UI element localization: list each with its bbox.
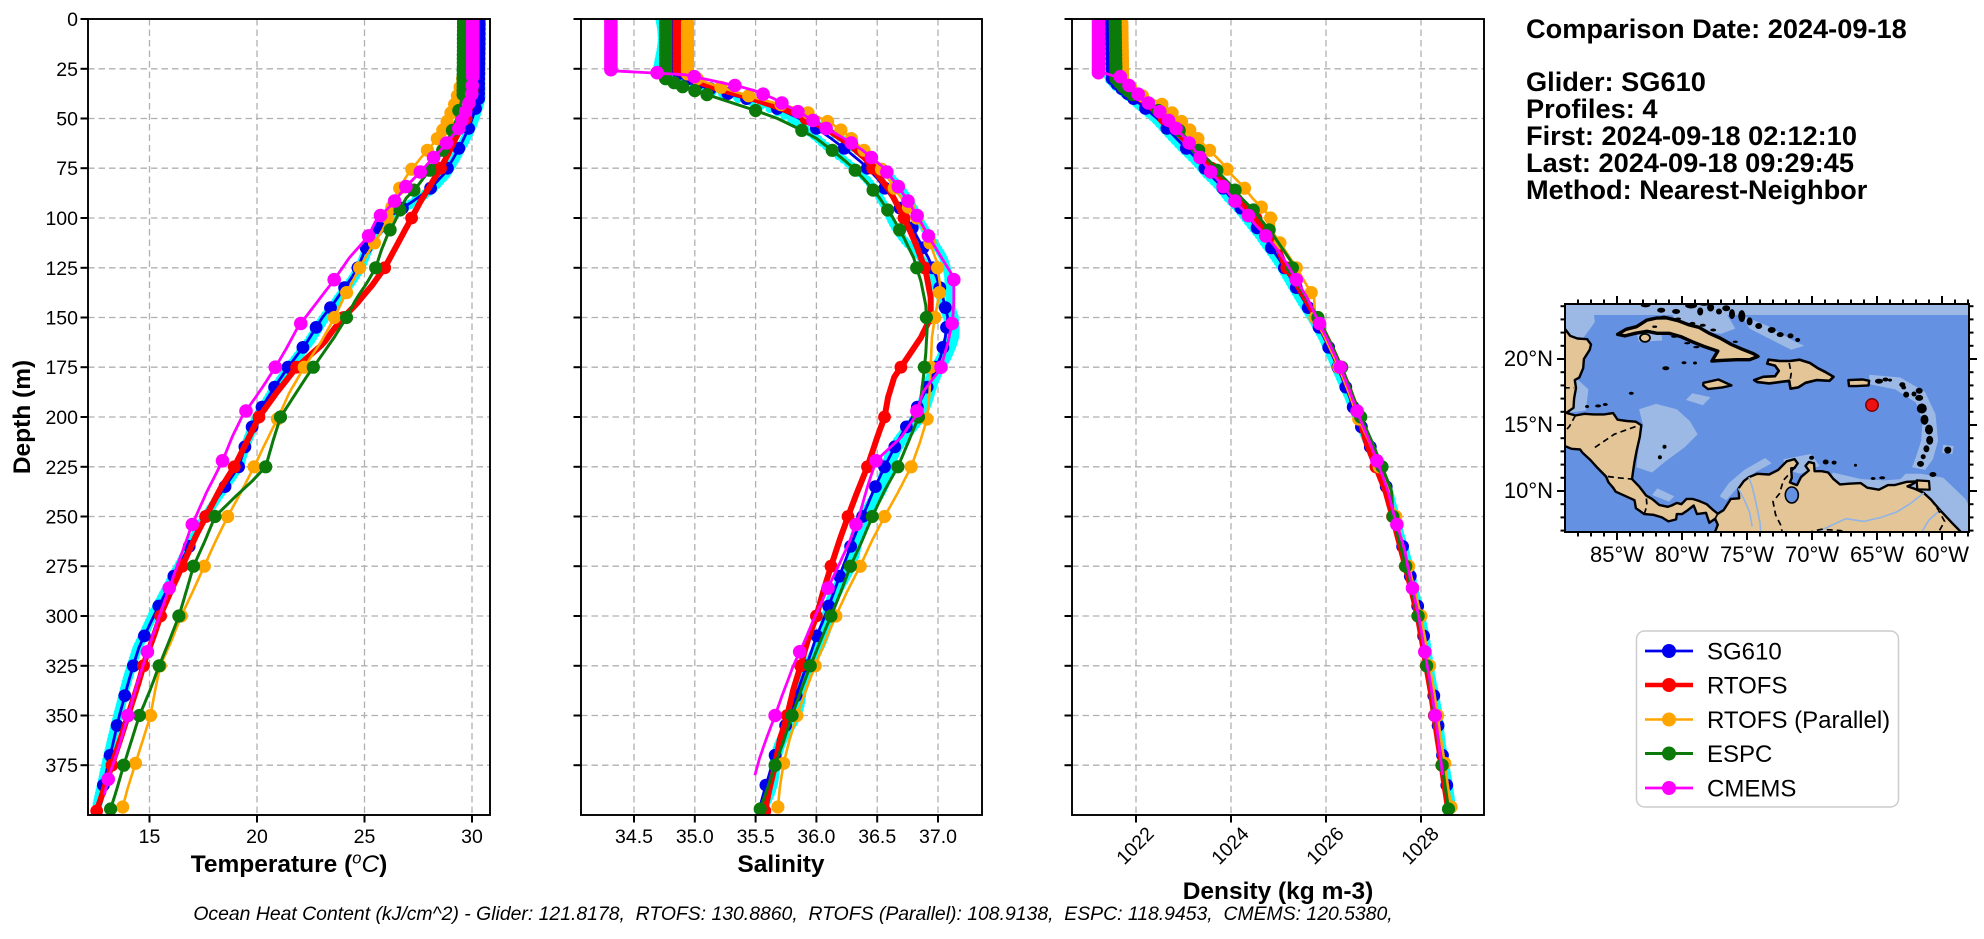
svg-text:100: 100 (45, 208, 78, 230)
svg-text:25: 25 (56, 59, 78, 81)
svg-text:300: 300 (45, 606, 78, 628)
svg-text:CMEMS: CMEMS (1707, 776, 1796, 803)
svg-text:50: 50 (56, 109, 78, 131)
svg-text:10°N: 10°N (1504, 478, 1553, 503)
svg-text:0: 0 (67, 9, 78, 31)
svg-text:RTOFS (Parallel): RTOFS (Parallel) (1707, 707, 1890, 734)
svg-text:First: 2024-09-18 02:12:10: First: 2024-09-18 02:12:10 (1526, 120, 1857, 151)
svg-text:325: 325 (45, 656, 78, 678)
svg-text:Comparison Date: 2024-09-18: Comparison Date: 2024-09-18 (1526, 13, 1907, 44)
svg-text:36.0: 36.0 (797, 826, 835, 848)
svg-text:Profiles: 4: Profiles: 4 (1526, 93, 1657, 124)
svg-text:Density (kg m-3): Density (kg m-3) (1183, 878, 1374, 905)
svg-text:35.5: 35.5 (737, 826, 775, 848)
svg-text:75: 75 (56, 158, 78, 180)
svg-text:250: 250 (45, 507, 78, 529)
svg-text:36.5: 36.5 (858, 826, 896, 848)
svg-text:25: 25 (354, 826, 376, 848)
svg-text:375: 375 (45, 755, 78, 777)
svg-text:275: 275 (45, 556, 78, 578)
svg-text:150: 150 (45, 308, 78, 330)
svg-text:15: 15 (139, 826, 161, 848)
svg-text:70°W: 70°W (1785, 542, 1839, 567)
svg-text:30: 30 (461, 826, 483, 848)
svg-text:Depth (m): Depth (m) (9, 360, 36, 474)
svg-text:175: 175 (45, 357, 78, 379)
svg-text:Glider: SG610: Glider: SG610 (1526, 66, 1706, 97)
svg-text:Salinity: Salinity (737, 851, 825, 878)
svg-text:Ocean Heat Content (kJ/cm^2) -: Ocean Heat Content (kJ/cm^2) - Glider: 1… (193, 903, 1392, 925)
svg-text:85°W: 85°W (1590, 542, 1644, 567)
svg-text:20°N: 20°N (1504, 346, 1553, 371)
svg-text:60°W: 60°W (1915, 542, 1969, 567)
svg-text:37.0: 37.0 (919, 826, 957, 848)
svg-text:Last: 2024-09-18 09:29:45: Last: 2024-09-18 09:29:45 (1526, 147, 1854, 178)
svg-text:SG610: SG610 (1707, 639, 1782, 666)
svg-text:ESPC: ESPC (1707, 741, 1772, 768)
svg-text:34.5: 34.5 (615, 826, 653, 848)
svg-text:20: 20 (246, 826, 268, 848)
svg-text:75°W: 75°W (1720, 542, 1774, 567)
svg-text:35.0: 35.0 (676, 826, 714, 848)
svg-text:225: 225 (45, 457, 78, 479)
svg-text:RTOFS: RTOFS (1707, 673, 1787, 700)
svg-text:200: 200 (45, 407, 78, 429)
svg-text:Method: Nearest-Neighbor: Method: Nearest-Neighbor (1526, 174, 1868, 205)
svg-text:350: 350 (45, 706, 78, 728)
svg-text:65°W: 65°W (1850, 542, 1904, 567)
svg-text:80°W: 80°W (1655, 542, 1709, 567)
svg-text:15°N: 15°N (1504, 412, 1553, 437)
svg-text:125: 125 (45, 258, 78, 280)
